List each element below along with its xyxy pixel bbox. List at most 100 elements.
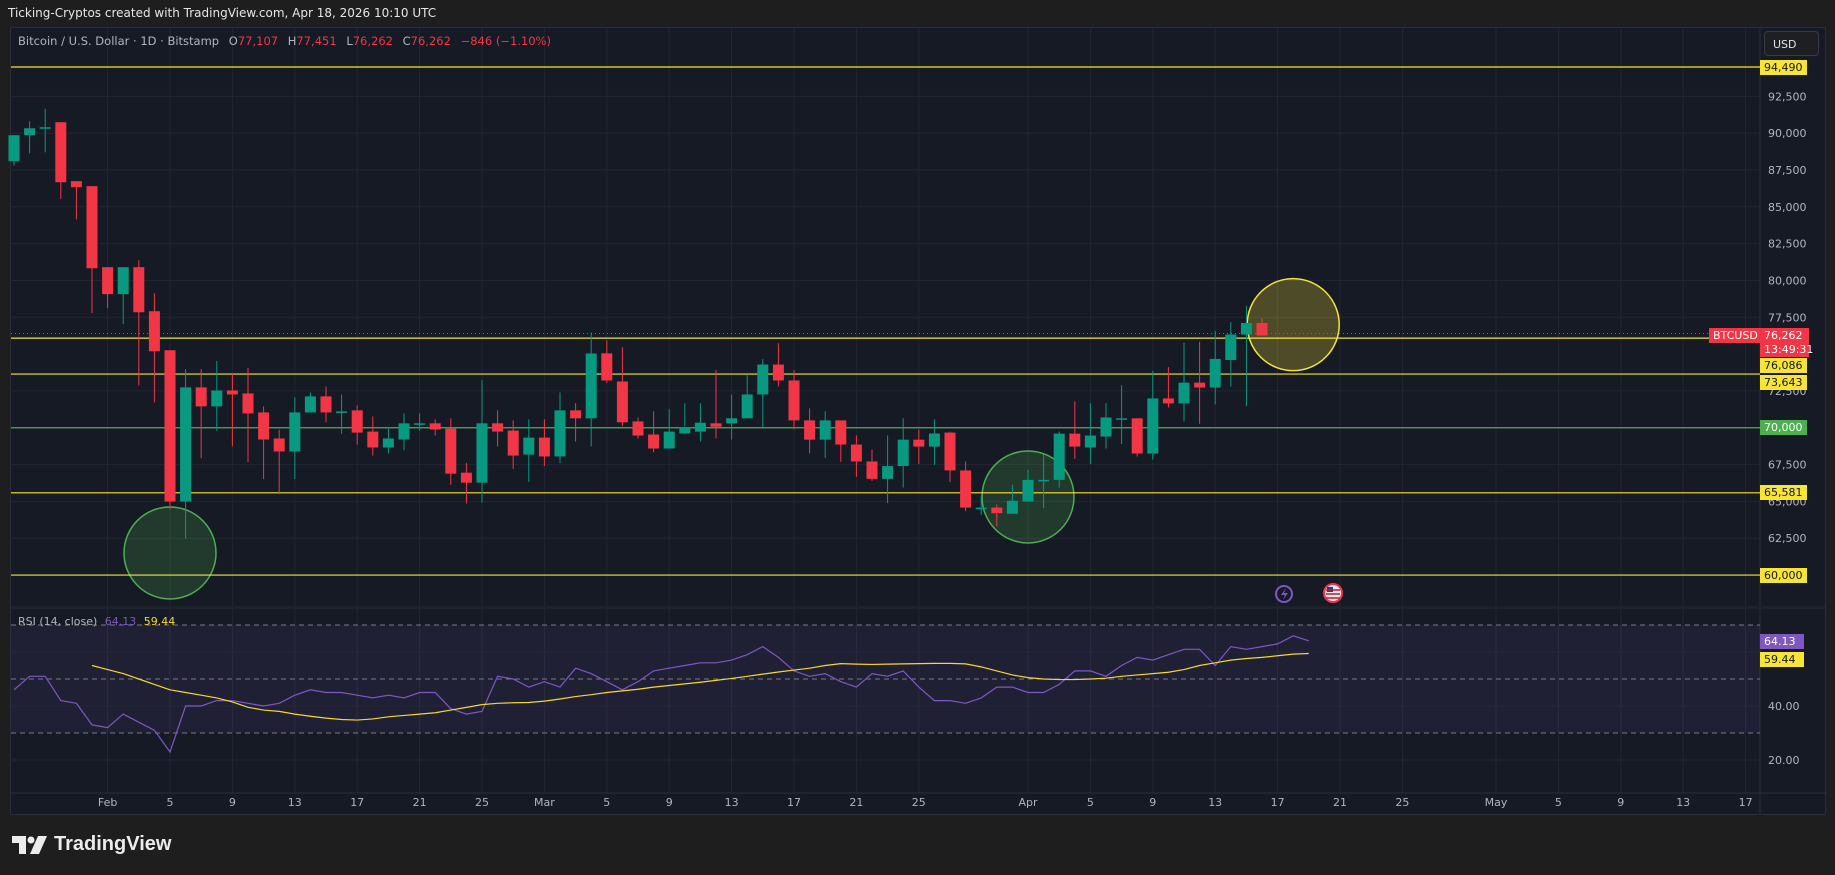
candle[interactable] [1100,403,1112,449]
candle[interactable] [24,121,36,154]
candle[interactable] [897,418,909,488]
candle[interactable] [772,343,784,387]
candle[interactable] [1225,322,1237,387]
bar-countdown-tag: 13:49:31 [1760,341,1813,357]
candle[interactable] [195,368,207,459]
candle[interactable] [507,420,519,469]
rsi-axis-tick: 40.00 [1768,700,1800,713]
candle[interactable] [1162,367,1174,408]
candle[interactable] [570,403,582,442]
candle[interactable] [164,350,176,510]
candle[interactable] [788,369,800,430]
candle[interactable] [1147,370,1159,460]
candle[interactable] [944,431,956,482]
lightning-event-icon[interactable] [1275,585,1293,603]
candle[interactable] [367,416,379,456]
candle[interactable] [554,392,566,464]
candle[interactable] [1178,342,1190,422]
candle[interactable] [1240,305,1252,407]
candle[interactable] [819,411,831,458]
candle[interactable] [460,462,472,504]
candle[interactable] [55,122,67,199]
currency-button[interactable]: USD [1764,31,1819,56]
candle[interactable] [429,419,441,436]
candle[interactable] [975,495,987,515]
close-value: 76,262 [410,34,451,48]
candle[interactable] [102,267,114,309]
candle[interactable] [1084,403,1096,464]
candle[interactable] [663,409,675,449]
candle[interactable] [1209,330,1221,405]
candle[interactable] [1038,454,1050,509]
candle[interactable] [492,410,504,447]
candle[interactable] [928,419,940,466]
candle[interactable] [710,369,722,439]
candle[interactable] [476,380,488,503]
candle[interactable] [913,429,925,464]
candle[interactable] [1131,418,1143,457]
candle[interactable] [148,293,160,403]
time-axis-label: 9 [229,796,236,809]
candle[interactable] [304,392,316,413]
candle[interactable] [289,397,301,479]
candle[interactable] [835,420,847,462]
candle[interactable] [180,368,192,539]
brand-name: TradingView [54,833,172,855]
candle[interactable] [226,372,238,447]
candle[interactable] [523,419,535,482]
candle[interactable] [398,413,410,451]
tradingview-logo[interactable]: TradingView [12,833,171,856]
candle[interactable] [336,394,348,434]
rsi-value-tag: 64.13 [1760,633,1804,649]
candle[interactable] [741,375,753,419]
candle[interactable] [632,417,644,439]
candle[interactable] [1194,341,1206,424]
candle[interactable] [679,403,691,434]
candle[interactable] [585,332,597,447]
candle[interactable] [39,108,51,153]
rsi-value: 64.13 [104,615,137,628]
candle[interactable] [1053,431,1065,488]
candle[interactable] [133,260,145,386]
candle[interactable] [991,504,1003,527]
candle[interactable] [648,411,660,453]
candle[interactable] [445,418,457,485]
candle[interactable] [1022,470,1034,502]
level-price-tag: 70,000 [1760,420,1807,436]
candle[interactable] [211,361,223,431]
candle[interactable] [616,347,628,427]
candle[interactable] [1006,484,1018,514]
open-label: O [228,34,238,48]
candle[interactable] [1256,317,1268,336]
candle[interactable] [117,267,129,325]
candle[interactable] [8,135,20,166]
candle[interactable] [1116,385,1128,445]
candle[interactable] [414,413,426,431]
candle[interactable] [86,186,98,314]
candle[interactable] [757,358,769,428]
candle[interactable] [882,435,894,504]
support-highlight-circle[interactable] [123,506,217,600]
candle[interactable] [258,406,270,479]
candle[interactable] [382,427,394,454]
candle[interactable] [850,435,862,477]
time-axis-label: 13 [725,796,739,809]
candle[interactable] [866,449,878,481]
candle[interactable] [601,340,613,383]
pane-separator[interactable] [11,606,1825,609]
level-price-tag: 94,490 [1760,59,1807,75]
candle[interactable] [351,405,363,445]
candle[interactable] [273,429,285,495]
candle[interactable] [538,419,550,467]
candle[interactable] [804,408,816,454]
candle[interactable] [694,403,706,442]
candle[interactable] [1069,401,1081,459]
rsi-line [13,635,1309,754]
candle[interactable] [320,386,332,423]
us-flag-event-icon[interactable] [1323,583,1343,603]
candle[interactable] [726,394,738,440]
candle[interactable] [960,461,972,512]
candle[interactable] [70,181,82,220]
candle[interactable] [242,367,254,463]
